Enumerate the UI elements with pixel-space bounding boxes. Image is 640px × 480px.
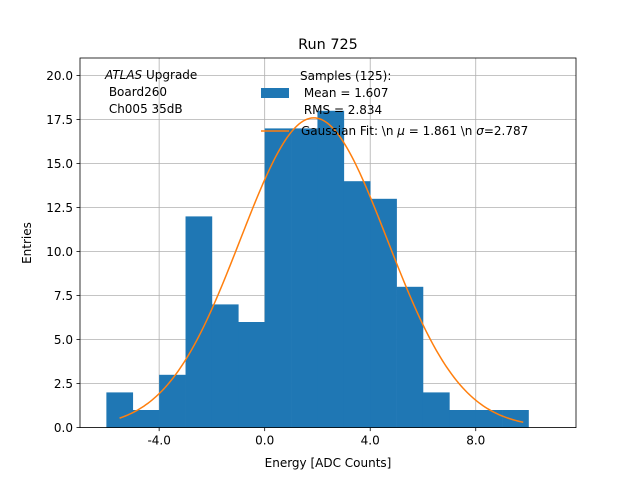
legend-fit-sigma-value: =2.787 xyxy=(484,124,528,138)
legend-fit-sigma-symbol: σ xyxy=(476,124,484,138)
histogram-bar xyxy=(449,410,477,428)
histogram-bar xyxy=(132,410,160,428)
y-tick-label: 10.0 xyxy=(46,245,73,259)
atlas-italic: ATLAS xyxy=(104,68,143,82)
histogram-bar xyxy=(159,374,186,428)
y-tick-label: 7.5 xyxy=(54,289,73,303)
legend: Samples (125): Mean = 1.607 RMS = 2.834 … xyxy=(261,69,528,138)
x-tick-label: 0.0 xyxy=(255,434,274,448)
x-tick-label: 8.0 xyxy=(466,434,485,448)
histogram-bar xyxy=(106,392,134,428)
y-tick-label: 20.0 xyxy=(46,69,73,83)
gaussian-fit-line xyxy=(119,117,524,423)
y-tick-label: 0.0 xyxy=(54,421,73,435)
histogram-bar xyxy=(370,198,397,428)
y-tick-label: 15.0 xyxy=(46,157,73,171)
x-axis-label: Energy [ADC Counts] xyxy=(265,456,392,470)
histogram-bar xyxy=(502,410,529,428)
histogram-bar xyxy=(291,128,318,428)
legend-rms-label: RMS = 2.834 xyxy=(300,103,382,117)
histogram-bar xyxy=(211,304,239,428)
histogram-bar xyxy=(475,410,503,428)
x-axis-ticks: -4.0 0.0 4.0 8.0 xyxy=(147,427,485,448)
channel-label: Ch005 35dB xyxy=(105,102,183,116)
legend-fit-label: Gaussian Fit: \n μ = 1.861 \n σ=2.787 xyxy=(301,124,528,138)
chart-title: Run 725 xyxy=(298,37,358,53)
x-tick-label: -4.0 xyxy=(147,434,170,448)
plot-frame xyxy=(79,57,577,429)
legend-fit-prefix: Gaussian Fit: \n xyxy=(301,124,397,138)
legend-fit-mu-value: = 1.861 \n xyxy=(405,124,476,138)
atlas-label: ATLAS Upgrade xyxy=(104,68,197,82)
y-tick-label: 2.5 xyxy=(54,377,73,391)
histogram-bar xyxy=(422,392,450,428)
x-tick-label: 4.0 xyxy=(361,434,380,448)
board-label: Board260 xyxy=(105,85,167,99)
legend-samples-label: Samples (125): xyxy=(300,69,391,83)
legend-mean-label: Mean = 1.607 xyxy=(300,86,389,100)
y-axis-ticks: 0.0 2.5 5.0 7.5 10.0 12.5 15.0 17.5 20.0 xyxy=(46,69,80,435)
y-tick-label: 17.5 xyxy=(46,113,73,127)
y-tick-label: 5.0 xyxy=(54,333,73,347)
histogram-bar xyxy=(343,181,371,428)
legend-hist-swatch xyxy=(261,88,289,98)
histogram-bars xyxy=(106,110,529,428)
atlas-upgrade: Upgrade xyxy=(142,68,197,82)
histogram-bar xyxy=(185,216,213,428)
histogram-bar xyxy=(396,286,424,428)
histogram-bar xyxy=(317,110,345,428)
histogram-bar xyxy=(264,128,292,428)
y-axis-label: Entries xyxy=(20,222,34,264)
y-tick-label: 12.5 xyxy=(46,201,73,215)
legend-fit-mu-symbol: μ xyxy=(396,124,405,138)
atlas-annotation: ATLAS Upgrade Board260 Ch005 35dB xyxy=(104,68,197,116)
histogram-bar xyxy=(238,322,265,428)
